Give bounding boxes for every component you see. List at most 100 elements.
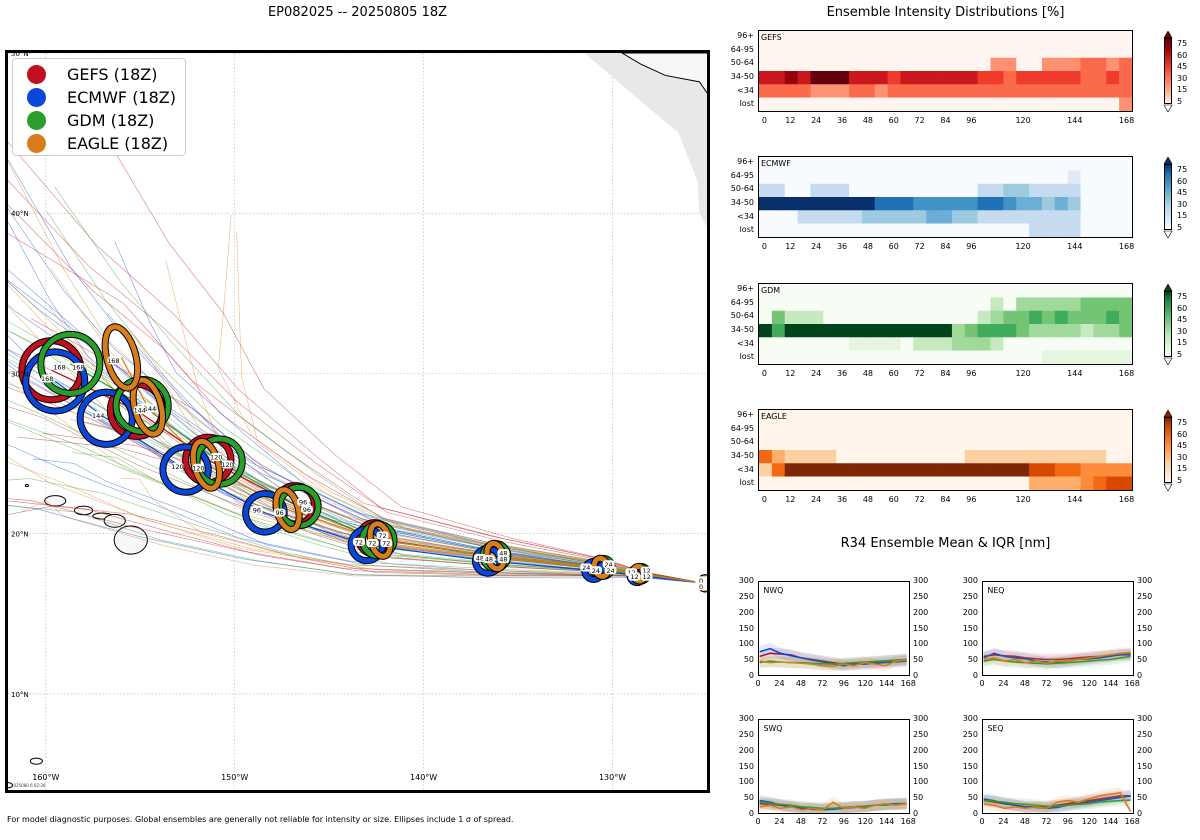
r34-x-tick: 96 bbox=[1062, 679, 1073, 688]
heatmap-cell bbox=[939, 350, 953, 365]
heatmap-row-label: lost bbox=[739, 352, 754, 362]
heatmap-cell bbox=[784, 423, 798, 438]
heatmap-cell bbox=[939, 463, 953, 477]
heatmap-cell bbox=[874, 157, 889, 171]
heatmap-row-label: 50-64 bbox=[730, 58, 754, 68]
tau-label-box bbox=[171, 462, 184, 471]
heatmap-cell bbox=[836, 324, 850, 338]
colorbar-gefs bbox=[1164, 38, 1172, 104]
heatmap-cell bbox=[1106, 84, 1120, 98]
heatmap-row-label: 96+ bbox=[737, 284, 754, 293]
heatmap-cell bbox=[1029, 337, 1043, 351]
heatmap-x-tick: 168 bbox=[1118, 116, 1135, 125]
heatmap-cell bbox=[977, 337, 991, 351]
heatmap-cell bbox=[1003, 297, 1017, 312]
heatmap-cell bbox=[964, 423, 979, 438]
heatmap-cell bbox=[861, 44, 876, 59]
heatmap-x-tick: 84 bbox=[940, 369, 951, 378]
colorbar-tick: 15 bbox=[1177, 338, 1188, 347]
heatmap-cell bbox=[1054, 476, 1069, 491]
heatmap-cell bbox=[1119, 450, 1133, 464]
heatmap-cell bbox=[913, 324, 927, 338]
heatmap-cell bbox=[874, 310, 889, 325]
tau-label: 0 bbox=[699, 583, 703, 591]
heatmap-cell bbox=[1016, 297, 1030, 312]
heatmap-cell bbox=[1106, 324, 1120, 338]
tau-label-box bbox=[380, 539, 393, 548]
heatmap-cell bbox=[926, 44, 940, 59]
heatmap-cell bbox=[810, 476, 824, 491]
heatmap-cell bbox=[874, 350, 889, 365]
heatmap-cell bbox=[926, 310, 940, 325]
colorbar-tick: 60 bbox=[1177, 176, 1188, 186]
heatmap-cell bbox=[810, 31, 824, 45]
heatmap-cell bbox=[823, 476, 837, 491]
heatmap-cell bbox=[1054, 324, 1069, 338]
heatmap-cell bbox=[771, 157, 786, 171]
r34-quadrant-label: SEQ bbox=[988, 724, 1004, 733]
heatmap-cell bbox=[849, 350, 863, 365]
colorbar-tick: 45 bbox=[1177, 315, 1188, 324]
colorbar-tick: 30 bbox=[1177, 326, 1188, 336]
heatmap-x-tick: 24 bbox=[811, 242, 822, 251]
tau-label: 120 bbox=[171, 463, 183, 471]
heatmap-cell bbox=[1029, 210, 1043, 224]
legend-label: GEFS (18Z) bbox=[67, 65, 158, 84]
heatmap-cell bbox=[1016, 284, 1030, 298]
heatmap-cell bbox=[1106, 157, 1120, 171]
heatmap-row-label: 34-50 bbox=[730, 198, 754, 207]
heatmap-cell bbox=[759, 410, 773, 424]
heatmap-cell bbox=[913, 463, 927, 477]
heatmap-cell bbox=[1016, 84, 1030, 98]
r34-y-tick: 250 bbox=[1137, 729, 1153, 739]
heatmap-cell bbox=[874, 476, 889, 491]
colorbar-tick: 75 bbox=[1177, 418, 1188, 427]
map-lat-label: 40°N bbox=[11, 210, 29, 218]
heatmap-cell bbox=[1054, 71, 1069, 85]
heatmap-cell bbox=[964, 71, 979, 85]
heatmap-cell bbox=[797, 310, 811, 325]
r34-y-tick: 200 bbox=[962, 745, 978, 755]
heatmap-cell bbox=[1054, 157, 1069, 171]
heatmap-cell bbox=[1067, 463, 1081, 477]
heatmap-cell bbox=[771, 223, 786, 238]
heatmap-cell bbox=[1106, 436, 1120, 451]
heatmap-cell bbox=[861, 350, 876, 365]
heatmap-cell bbox=[1041, 450, 1056, 464]
legend-item-eagle: EAGLE (18Z) bbox=[27, 132, 185, 155]
heatmap-cell bbox=[849, 410, 863, 424]
heatmap-cell bbox=[823, 31, 837, 45]
heatmap-cell bbox=[939, 31, 953, 45]
heatmap-x-tick: 12 bbox=[785, 116, 796, 125]
heatmap-cell bbox=[797, 476, 811, 491]
heatmap-x-tick: 36 bbox=[836, 369, 848, 378]
heatmap-cell bbox=[1067, 297, 1081, 312]
heatmap-cell bbox=[874, 410, 889, 424]
heatmap-cell bbox=[849, 284, 863, 298]
heatmap-cell bbox=[849, 183, 863, 198]
heatmap-cell bbox=[926, 223, 940, 238]
r34-y-tick: 0 bbox=[1137, 671, 1143, 680]
heatmap-cell bbox=[784, 436, 798, 451]
heatmap-cell bbox=[939, 197, 953, 211]
heatmap-cell bbox=[951, 71, 966, 85]
heatmap-cell bbox=[1067, 223, 1081, 238]
track-map-plot: 50°N 40°N 30°N 20°N 10°N 160°W 150°W 140°W 130°W… bbox=[8, 53, 707, 790]
heatmap-cell bbox=[1041, 44, 1056, 59]
map-timestamp: 2025080 6 02:26 bbox=[11, 783, 46, 788]
heatmap-x-tick: 96 bbox=[966, 495, 977, 504]
heatmap-cell bbox=[1041, 350, 1056, 365]
r34-y-tick: 250 bbox=[913, 729, 929, 739]
heatmap-cell bbox=[964, 31, 979, 45]
heatmap-cell bbox=[964, 463, 979, 477]
heatmap-cell bbox=[861, 183, 876, 198]
heatmap-cell bbox=[1067, 170, 1081, 185]
heatmap-cell bbox=[951, 310, 966, 325]
r34-y-tick: 0 bbox=[913, 671, 919, 680]
heatmap-cell bbox=[990, 97, 1004, 112]
heatmap-cell bbox=[990, 31, 1004, 45]
island-shape bbox=[44, 495, 67, 507]
heatmap-cell bbox=[874, 450, 889, 464]
heatmap-cell bbox=[913, 31, 927, 45]
heatmap-cell bbox=[836, 84, 850, 98]
